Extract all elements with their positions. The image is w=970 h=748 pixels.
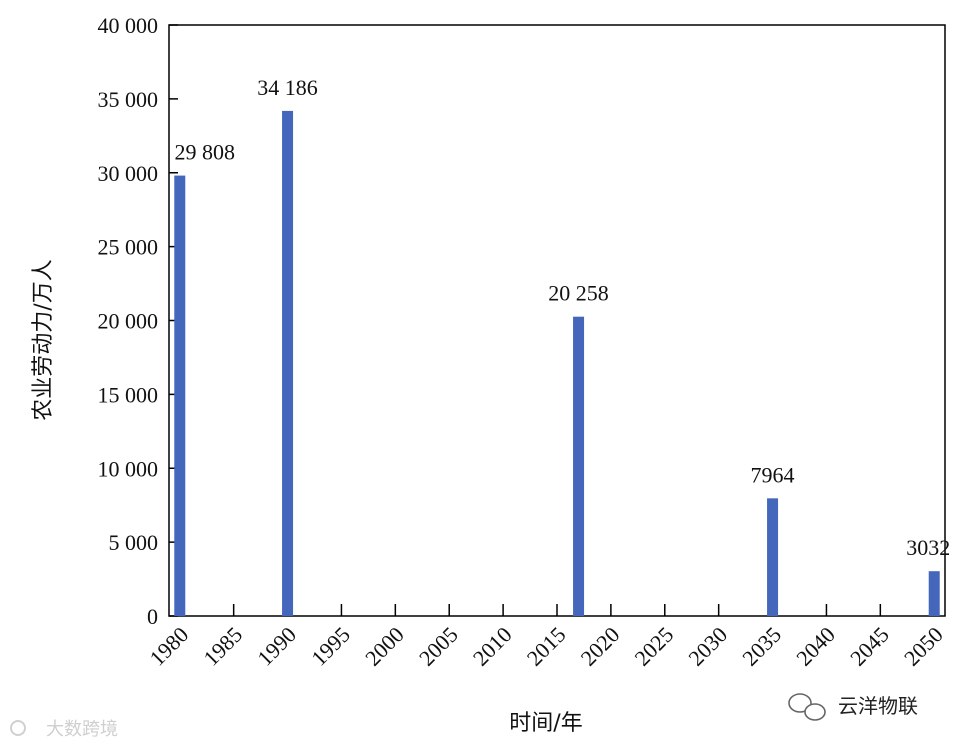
y-axis: 0 5 000 10 000 15 000 20 000 25 000 30 000 35 0… <box>98 13 178 629</box>
x-tick-label: 1985 <box>198 622 247 671</box>
x-tick-label: 2005 <box>414 622 463 671</box>
bar <box>174 175 186 617</box>
x-tick-label: 1980 <box>145 622 194 671</box>
y-tick-label: 25 000 <box>98 235 159 260</box>
x-tick-label: 2010 <box>468 622 517 671</box>
y-tick-label: 30 000 <box>98 161 159 186</box>
watermark-right-text: 云洋物联 <box>838 694 918 718</box>
x-tick-label: 2020 <box>576 622 625 671</box>
y-axis-title: 农业劳动力/万人 <box>31 259 56 420</box>
weibo-logo-icon <box>10 720 26 736</box>
x-axis: 1980 1985 1990 1995 2000 2005 2010 2015 2020 2025… <box>145 604 948 671</box>
data-label: 7964 <box>751 462 795 487</box>
y-tick-label: 15 000 <box>98 382 159 407</box>
x-tick-label: 1995 <box>306 622 355 671</box>
y-tick-label: 40 000 <box>98 13 159 38</box>
x-tick-label: 2035 <box>737 622 786 671</box>
x-tick-label: 2030 <box>683 622 732 671</box>
data-label: 3032 <box>906 535 950 560</box>
y-tick-label: 5 000 <box>109 530 159 555</box>
x-tick-label: 1990 <box>252 622 301 671</box>
data-label: 34 186 <box>257 75 318 100</box>
bar <box>767 498 779 616</box>
bar-series <box>174 110 940 617</box>
x-axis-title: 时间/年 <box>509 711 582 736</box>
x-tick-label: 2025 <box>630 622 679 671</box>
data-label: 29 808 <box>175 140 236 165</box>
x-tick-label: 2045 <box>845 622 894 671</box>
wechat-logo-icon <box>788 693 826 721</box>
bar <box>282 110 294 616</box>
data-label: 20 258 <box>548 281 609 306</box>
bar <box>928 571 940 616</box>
bar <box>573 316 585 616</box>
x-tick-label: 2015 <box>522 622 571 671</box>
watermark-right: 云洋物联 <box>788 693 918 721</box>
x-tick-label: 2000 <box>360 622 409 671</box>
y-tick-label: 0 <box>147 604 158 629</box>
data-labels: 29 808 34 186 20 258 7964 3032 <box>175 75 951 560</box>
watermark-left: 大数跨境 <box>10 719 118 740</box>
x-tick-label: 2050 <box>899 622 948 671</box>
y-tick-label: 20 000 <box>98 309 159 334</box>
x-tick-label: 2040 <box>791 622 840 671</box>
y-tick-label: 35 000 <box>98 87 159 112</box>
watermark-left-text: 大数跨境 <box>46 719 118 740</box>
y-tick-label: 10 000 <box>98 456 159 481</box>
